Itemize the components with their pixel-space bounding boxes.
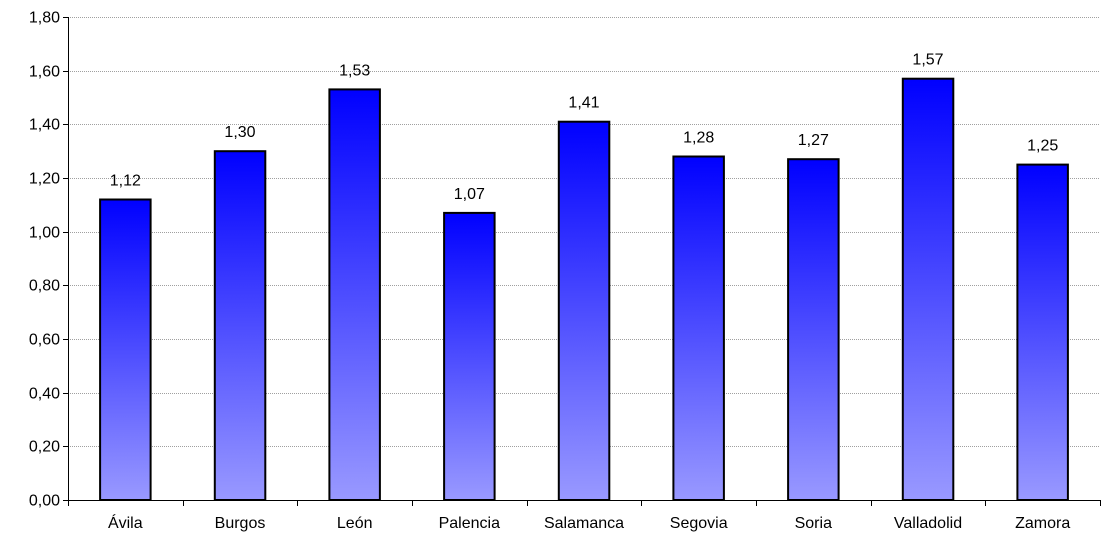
data-label: 1,25 [1027,138,1058,155]
data-label: 1,41 [568,95,599,112]
bar-leon [328,88,381,502]
x-category-label: Soria [795,515,832,532]
y-tick-label: 0,00 [29,493,60,510]
data-label: 1,27 [798,132,829,149]
x-category-label: León [337,515,373,532]
bar-soria [787,158,840,501]
y-tick-label: 1,60 [29,64,60,81]
bars [99,77,1069,502]
y-tick-label: 0,60 [29,332,60,349]
x-category-label: Valladolid [894,515,962,532]
bar-valladolid [901,77,955,501]
y-tick-label: 0,40 [29,386,60,403]
y-tick-label: 1,80 [29,10,60,27]
data-label: 1,28 [683,130,714,147]
y-tick-label: 1,20 [29,171,60,188]
x-category-label: Palencia [439,515,500,532]
x-category-label: Ávila [108,513,143,532]
bar-salamanca [557,120,611,501]
x-category-label: Burgos [215,515,266,532]
y-tick-label: 1,40 [29,117,60,134]
bar-zamora [1016,163,1069,501]
data-label: 1,53 [339,62,370,79]
bar-avila [99,198,152,501]
data-label: 1,07 [454,186,485,203]
data-label: 1,30 [224,124,255,141]
bar-burgos [213,150,267,501]
axes [63,17,1101,506]
data-label: 1,12 [110,173,141,190]
data-label: 1,57 [912,52,943,69]
y-tick-label: 0,80 [29,278,60,295]
bar-palencia [443,211,496,501]
bar-segovia [672,155,725,501]
x-category-label: Zamora [1015,515,1070,532]
x-category-label: Salamanca [544,515,624,532]
x-category-label: Segovia [670,515,728,532]
y-tick-label: 0,20 [29,439,60,456]
y-tick-label: 1,00 [29,225,60,242]
labels: 0,00 0,20 0,40 0,60 0,80 1,00 1,20 1,40 1,60 1,80… [29,10,1071,533]
